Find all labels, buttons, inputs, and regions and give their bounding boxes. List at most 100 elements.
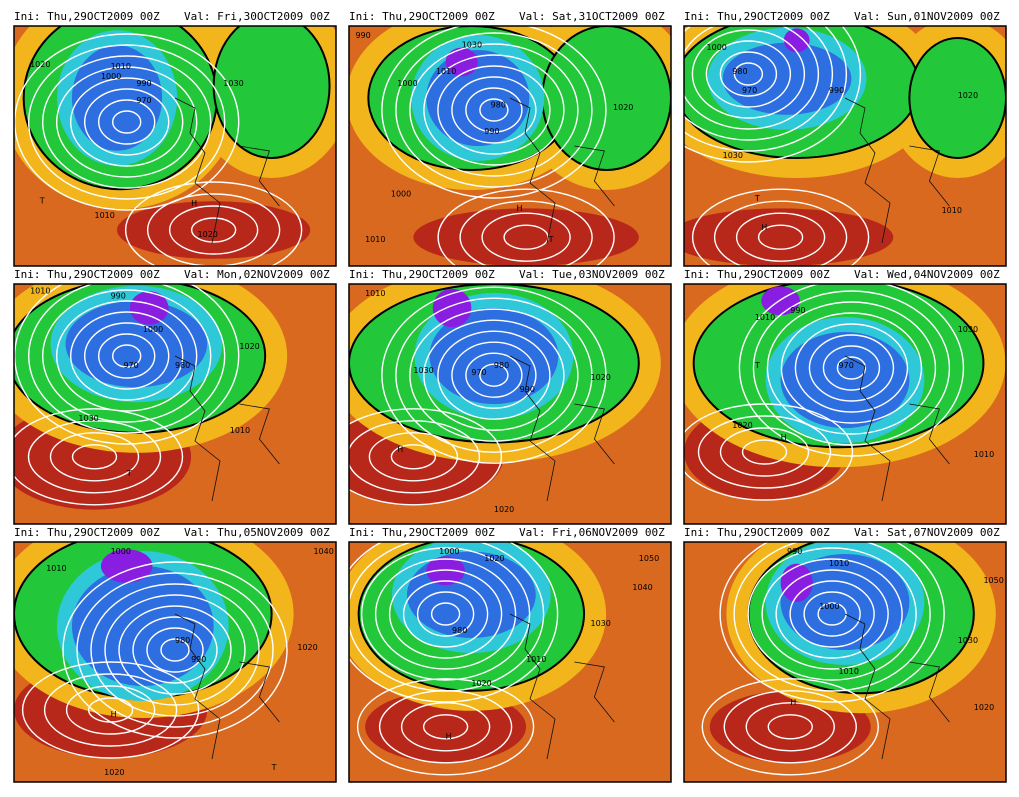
contour-label: H [781, 433, 787, 442]
isobar [723, 690, 857, 764]
isobar [684, 26, 862, 163]
isobar [745, 702, 835, 752]
valid-label: Val: Sat,31OCT2009 00Z [519, 10, 665, 23]
frame [683, 25, 1007, 267]
init-label: Ini: Thu,29OCT2009 00Z [684, 10, 830, 23]
contour-label: T [754, 361, 760, 370]
isobar [437, 330, 551, 420]
contour-label: 1010 [755, 313, 775, 322]
contour-label: 1010 [365, 289, 385, 298]
contour-label: 1030 [413, 366, 433, 375]
map-panel: 1000 1020 980 1050 1040 1030 1010 H 1020 [349, 542, 671, 782]
isobar [684, 403, 854, 501]
contour-label: H [790, 698, 796, 707]
contour-label: 970 [136, 96, 151, 105]
contour-label: 1020 [30, 60, 50, 69]
contour-label: T [548, 235, 554, 244]
blue-area [406, 551, 536, 638]
contour-label: 990 [787, 547, 802, 556]
isobar [416, 591, 475, 637]
isobar [713, 200, 848, 266]
contour-label: 990 [136, 79, 151, 88]
isobar [69, 77, 184, 167]
contour-label: 1010 [95, 211, 115, 220]
contour-label: 980 [494, 361, 509, 370]
isobar [430, 602, 461, 626]
contour-label: 1000 [819, 602, 839, 611]
contour-label: 980 [452, 626, 467, 635]
contour-label: 1010 [46, 564, 66, 573]
isobar [374, 558, 517, 670]
coastline [509, 355, 615, 502]
isobar [395, 32, 593, 188]
map-panel: 1010 980 970 990 1020 1030 H 1020 [349, 284, 671, 524]
isobar [124, 181, 303, 266]
isobar [400, 702, 491, 752]
contour-label: 1020 [958, 91, 978, 100]
isobar [378, 690, 513, 764]
contour-label: 1030 [223, 79, 243, 88]
blue-area [780, 554, 910, 650]
isobar [14, 408, 184, 506]
isobar [160, 638, 190, 662]
isobar [451, 76, 537, 144]
purple-area [426, 556, 465, 586]
isobar [735, 212, 826, 262]
coastline [844, 97, 950, 244]
isobar [808, 334, 895, 402]
contour-label: 1000 [397, 79, 417, 88]
map-panel: 1000 980 970 1020 1030 990 1010 H T [684, 26, 1006, 266]
init-label: Ini: Thu,29OCT2009 00Z [14, 268, 160, 281]
contour-label: 980 [175, 361, 190, 370]
contour-label: 1020 [471, 679, 491, 688]
isobar [90, 583, 260, 717]
contour-label: 980 [491, 101, 506, 110]
isobar [459, 200, 593, 266]
isobar [747, 547, 917, 681]
isobar [822, 345, 881, 391]
contour-label: 990 [355, 31, 370, 40]
contour-label: T [39, 197, 45, 206]
isobar [817, 602, 847, 626]
isobar [390, 444, 437, 470]
isobar [719, 51, 778, 97]
contour-label: 1000 [391, 189, 411, 198]
valid-label: Val: Thu,05NOV2009 00Z [184, 526, 330, 539]
contour-label: 1030 [723, 151, 743, 160]
isobar [349, 542, 559, 703]
contour-label: 1000 [707, 43, 727, 52]
isobar [28, 284, 226, 434]
contour-label: 1030 [958, 325, 978, 334]
isobar [803, 591, 861, 637]
contour-label: 1010 [436, 67, 456, 76]
valid-label: Val: Sat,07NOV2009 00Z [854, 526, 1000, 539]
isobar [789, 580, 875, 648]
frame [683, 283, 1007, 525]
contour-label: 990 [829, 86, 844, 95]
contour-label: 1040 [632, 583, 652, 592]
isobar [481, 212, 571, 262]
isobar [381, 286, 607, 464]
isobar [719, 542, 945, 703]
contour-label: 1050 [639, 554, 659, 563]
contour-label: 990 [790, 306, 805, 315]
purple-area [100, 549, 153, 583]
contour-label: T [271, 763, 277, 772]
isobar [423, 319, 565, 431]
contour-label: 1040 [313, 547, 333, 556]
contour-label: H [761, 223, 767, 232]
contour-label: 1020 [104, 768, 124, 777]
purple-area [129, 291, 169, 325]
frame [13, 541, 337, 783]
coastline [509, 97, 615, 244]
isobar [451, 341, 537, 409]
isobar [422, 714, 469, 740]
isobar [49, 432, 140, 482]
contour-label: 1010 [974, 450, 994, 459]
coastline [844, 355, 950, 502]
contour-label: 1020 [484, 554, 504, 563]
isobar [87, 697, 134, 723]
isobar [684, 26, 834, 141]
map-panel: 1000 1010 980 990 1040 1020 H 1020 T [14, 542, 336, 782]
